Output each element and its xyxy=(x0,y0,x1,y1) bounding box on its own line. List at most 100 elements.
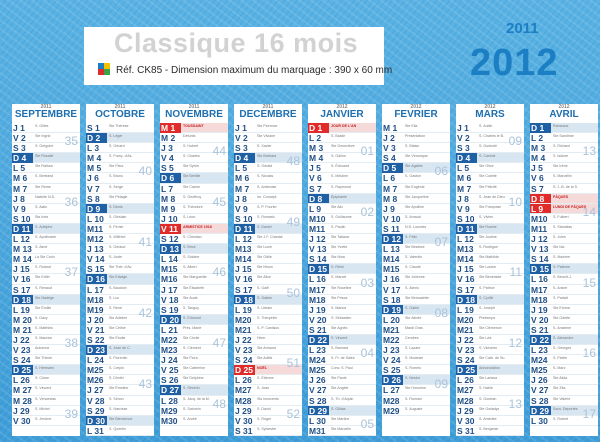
day-label: S 7 xyxy=(309,183,322,194)
day-row: V 10 S. Arnaud xyxy=(382,214,450,224)
day-label: L 21 xyxy=(161,324,178,335)
saint-name: S. Florentin xyxy=(109,356,128,361)
day-label: L 27 xyxy=(383,385,400,396)
day-label: L 2 xyxy=(531,133,544,144)
saint-name: Ste Cath. de Su. xyxy=(479,356,506,361)
day-label: M17 xyxy=(309,284,326,295)
day-label: J 8 xyxy=(235,193,247,204)
day-row: V 3 S. Blaise xyxy=(382,143,450,154)
saint-name: Ste Adèle xyxy=(257,356,273,361)
saint-name: Ste Reine xyxy=(35,184,51,189)
saint-name: S. Théodore xyxy=(183,204,203,209)
saint-name: Ste Angèle xyxy=(331,386,349,391)
day-row: J 23 S. Lazare xyxy=(382,345,450,356)
saint-name: Annonciation xyxy=(479,366,500,371)
saint-name: Rameaux xyxy=(553,124,569,128)
saint-name: Ste Agnès xyxy=(331,325,348,330)
saint-name: S. Anicet xyxy=(553,285,568,290)
saint-name: S. Jean xyxy=(257,386,270,391)
day-label: M14 xyxy=(235,254,252,265)
day-row: L 30 Ste Martine xyxy=(308,416,376,426)
day-row: J 29 S. Michel xyxy=(12,406,80,416)
day-row: S 26 Ste Delphine xyxy=(160,375,228,386)
day-label: M15 xyxy=(161,264,178,275)
day-row: S 24 Ste Thècle xyxy=(12,355,80,366)
saint-name: S. Raymond xyxy=(331,184,351,189)
saint-name: Ste Honorine xyxy=(405,386,426,391)
day-row: V 7 S. Serge xyxy=(86,184,154,194)
day-label: V 20 xyxy=(531,314,549,325)
day-label: D 12 xyxy=(382,234,403,244)
day-label: D 29 xyxy=(530,405,551,415)
day-row: D 4 Ste Barbara xyxy=(234,153,302,164)
day-label: M27 xyxy=(235,385,252,396)
day-row: V 13 Ste Ida xyxy=(530,244,598,255)
day-row: M20 S. Théophile xyxy=(234,315,302,325)
week-number: 48 xyxy=(286,154,300,169)
month-name: JANVIER xyxy=(320,109,364,120)
day-row: S 11 N.D. Lourdes xyxy=(382,224,450,235)
day-label: D 27 xyxy=(160,385,181,395)
day-label: M 3 xyxy=(309,143,324,154)
saint-name: S. Arnaud xyxy=(405,214,421,219)
saint-name: Ste Cécile xyxy=(183,335,200,340)
saint-name: Ste Rosalie xyxy=(35,154,54,159)
week-number: 16 xyxy=(582,346,596,361)
day-label: D 19 xyxy=(382,304,403,314)
day-label: L 19 xyxy=(457,304,474,315)
day-row: D 1 JOUR DE L'AN xyxy=(308,123,376,134)
saint-name: S. Gilles xyxy=(35,124,49,128)
day-row: M 4 S. Isidore xyxy=(530,153,598,164)
day-label: L 16 xyxy=(531,274,548,285)
day-label: S 10 xyxy=(457,213,475,224)
saint-name: Ste Ingrid xyxy=(35,134,51,139)
day-row: D 22 S. Vincent xyxy=(308,334,376,346)
week-number: 01 xyxy=(360,144,374,159)
saint-name: Ste Thérèse xyxy=(109,124,129,128)
month-column: 2011 NOVEMBRE M 1 TOUSSAINT M 2 Défunts J 3 S. … xyxy=(160,104,228,436)
saint-name: S. Bruno xyxy=(109,174,123,179)
day-label: D 11 xyxy=(12,223,33,234)
day-row: V 23 Ste Armand xyxy=(234,345,302,356)
day-label: J 1 xyxy=(457,123,469,133)
day-label: S 21 xyxy=(531,324,549,335)
saint-name: S. Paterne xyxy=(553,265,570,270)
saint-name: Ste Alix xyxy=(331,204,343,209)
week-number: 48 xyxy=(212,396,226,411)
day-label: D 2 xyxy=(86,133,107,143)
saint-name: S. Wilfried xyxy=(109,235,126,240)
day-label: M 28 xyxy=(13,395,32,406)
day-label: J 17 xyxy=(161,284,178,295)
day-row: V 11 ARMISTICE 1918 xyxy=(160,223,228,235)
day-label: M11 xyxy=(531,223,548,234)
day-label: M28 xyxy=(383,395,400,406)
day-label: M24 xyxy=(309,355,326,366)
day-row: V 17 S. Alexis xyxy=(382,285,450,295)
day-row: V 2 Ste Ingrid xyxy=(12,133,80,144)
month-column: 2012 MARS J 1 S. Aubin V 2 S. Charles le B. S … xyxy=(456,104,524,436)
day-label: D 11 xyxy=(234,223,255,234)
day-list: M 1 TOUSSAINT M 2 Défunts J 3 S. Hubert V 4 S. … xyxy=(160,123,228,426)
day-label: D 6 xyxy=(160,173,181,183)
day-label: M 21 xyxy=(13,324,32,335)
week-number: 13 xyxy=(582,144,596,159)
day-label: D 8 xyxy=(308,193,329,203)
day-row: V 27 Ste Angèle xyxy=(308,385,376,396)
day-row: S 7 S. J.-B. de la S. xyxy=(530,184,598,194)
week-number: 35 xyxy=(64,134,78,149)
month-column: 2012 AVRIL D 1 Rameaux L 2 Ste Sandrine M 3 S. … xyxy=(530,104,598,436)
day-row: M13 Ste Lucie xyxy=(234,244,302,255)
saint-name: S. Lazare xyxy=(405,346,421,351)
day-label: L 26 xyxy=(235,375,252,386)
day-label: M 27 xyxy=(13,385,32,396)
saint-name: Ste Marguerite xyxy=(183,275,207,280)
saint-name: S. André xyxy=(183,416,197,421)
day-row: S 10 S. Romaric xyxy=(234,214,302,224)
day-row: M18 Ste Prisca xyxy=(308,295,376,305)
day-label: J 24 xyxy=(161,355,178,366)
week-number: 15 xyxy=(582,275,596,290)
saint-name: S. Gérald xyxy=(257,164,273,169)
week-number: 44 xyxy=(212,144,226,159)
saint-name: Ste Viviane xyxy=(257,134,276,139)
day-label: V 3 xyxy=(383,143,396,154)
